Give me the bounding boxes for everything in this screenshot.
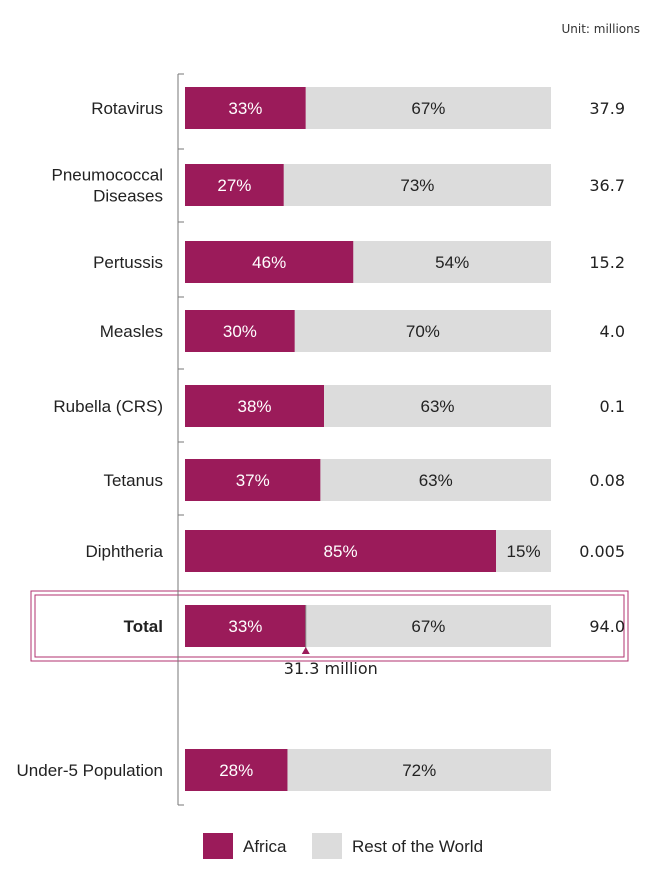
label-africa-pertussis: 46% [252,253,286,272]
label-africa-under-5-population: 28% [219,761,253,780]
label-rest-pertussis: 54% [435,253,469,272]
label-rest-total: 67% [411,617,445,636]
category-label-line: Rotavirus [91,99,163,118]
bar-africa-measles [185,310,295,352]
category-label-line: Diphtheria [86,542,164,561]
label-rest-rotavirus: 67% [411,99,445,118]
bar-africa-diphtheria [185,530,497,572]
legend-swatch-africa [203,833,233,859]
label-africa-rotavirus: 33% [228,99,262,118]
category-label-total: Total [124,617,163,636]
bar-africa-rotavirus [185,87,306,129]
total-rubella-crs: 0.1 [600,397,625,416]
label-rest-measles: 70% [406,322,440,341]
legend-swatch-rest [312,833,342,859]
label-africa-total: 33% [228,617,262,636]
category-label-diphtheria: Diphtheria [86,542,164,561]
total-pneumococcal-diseases: 36.7 [589,176,625,195]
bar-africa-tetanus [185,459,321,501]
category-label-line: Under-5 Population [17,761,163,780]
category-label-line: Tetanus [103,471,163,490]
legend-label-rest: Rest of the World [352,837,483,856]
label-africa-diphtheria: 85% [324,542,358,561]
label-rest-rubella-crs: 63% [421,397,455,416]
legend-label-africa: Africa [243,837,287,856]
bar-africa-pneumococcal-diseases [185,164,284,206]
label-africa-tetanus: 37% [236,471,270,490]
unit-label: Unit: millions [561,22,640,36]
bar-rest-tetanus [320,459,551,501]
legend: Africa Rest of the World [203,833,483,859]
category-label-rubella-crs: Rubella (CRS) [53,397,163,416]
category-label-under-5-population: Under-5 Population [17,761,163,780]
category-label-line: Diseases [93,187,163,206]
bar-rest-rotavirus [305,87,551,129]
label-africa-rubella-crs: 38% [238,397,272,416]
bar-rest-total [305,605,551,647]
bar-rest-pertussis [353,241,551,283]
category-label-tetanus: Tetanus [103,471,163,490]
annotation-text: 31.3 million [284,659,378,678]
bar-rest-rubella-crs [324,385,551,427]
annotation-marker [301,647,310,654]
label-rest-under-5-population: 72% [402,761,436,780]
category-label-line: Measles [100,322,163,341]
category-label-pertussis: Pertussis [93,253,163,272]
bar-rest-measles [294,310,551,352]
highlight-box-inner [34,594,625,658]
category-label-measles: Measles [100,322,163,341]
bar-rest-diphtheria [496,530,551,572]
category-label-rotavirus: Rotavirus [91,99,163,118]
category-label-line: Rubella (CRS) [53,397,163,416]
bar-africa-total [185,605,306,647]
label-africa-measles: 30% [223,322,257,341]
total-tetanus: 0.08 [589,471,625,490]
bar-rest-pneumococcal-diseases [283,164,551,206]
category-label-line: Pneumococcal [51,166,163,185]
bar-africa-rubella-crs [185,385,325,427]
category-label-line: Total [124,617,163,636]
label-rest-diphtheria: 15% [507,542,541,561]
highlight-box-outer [30,590,629,662]
label-rest-tetanus: 63% [419,471,453,490]
category-label-pneumococcal-diseases: Pneumococcal Diseases [51,166,163,206]
bars: 33% 67% 37.9 27% 73% 36.7 46% 54% 15.2 30% 70% 4.0 3… [185,87,625,791]
label-africa-pneumococcal-diseases: 27% [217,176,251,195]
total-diphtheria: 0.005 [579,542,625,561]
annotation: 31.3 million [284,605,378,678]
total-total: 94.0 [589,617,625,636]
total-pertussis: 15.2 [589,253,625,272]
highlight-layer [30,590,629,662]
label-rest-pneumococcal-diseases: 73% [400,176,434,195]
bar-rest-under-5-population [287,749,551,791]
total-measles: 4.0 [600,322,625,341]
category-axis: Rotavirus Pneumococcal Diseases Pertussis Me… [17,73,184,806]
bar-africa-pertussis [185,241,354,283]
total-rotavirus: 37.9 [589,99,625,118]
category-label-line: Pertussis [93,253,163,272]
bar-africa-under-5-population [185,749,288,791]
